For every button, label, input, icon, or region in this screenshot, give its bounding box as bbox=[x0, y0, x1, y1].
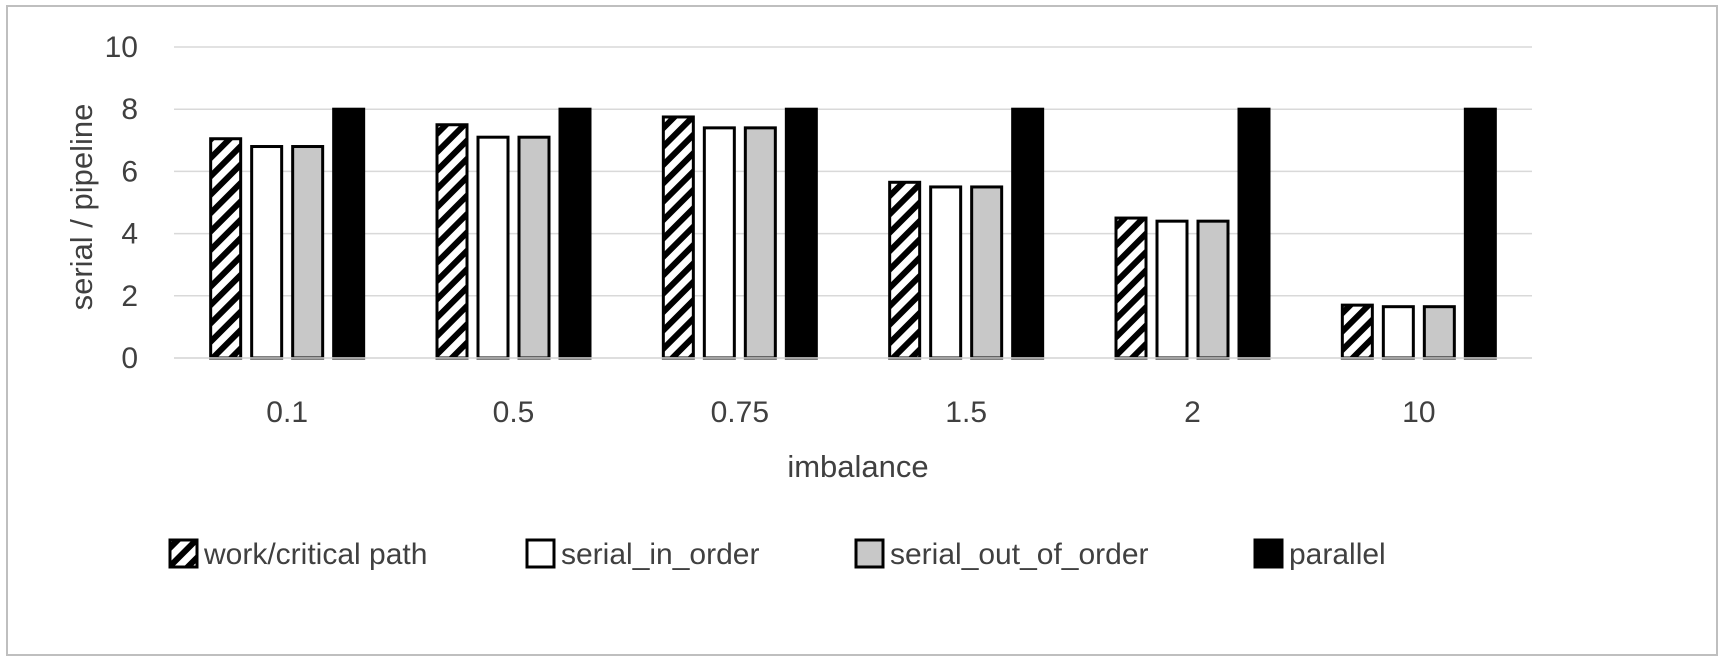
bar-serial-out-of-order bbox=[291, 145, 325, 360]
legend-label: serial_in_order bbox=[561, 538, 759, 571]
bar-serial-in-order bbox=[702, 126, 736, 360]
bar-serial-in-order bbox=[1381, 305, 1415, 360]
x-tick-label: 2 bbox=[1184, 396, 1201, 429]
bar-serial-in-order bbox=[476, 135, 510, 360]
x-tick-label: 0.5 bbox=[493, 396, 535, 429]
bar-work-critical-path bbox=[209, 137, 243, 360]
y-axis-ticks: 0 2 4 6 8 10 bbox=[105, 31, 138, 375]
bar-parallel bbox=[1463, 107, 1497, 360]
y-tick-label: 4 bbox=[121, 218, 138, 251]
y-axis-title: serial / pipeline bbox=[64, 104, 99, 311]
bar-serial-in-order bbox=[1155, 219, 1189, 360]
chart-frame: 0 2 4 6 8 10 0.1 0.5 0.75 1.5 2 10 imbalance seria… bbox=[6, 5, 1718, 656]
legend-label: work/critical path bbox=[203, 538, 427, 571]
y-tick-label: 8 bbox=[121, 93, 138, 126]
legend-label: parallel bbox=[1289, 538, 1386, 571]
y-tick-label: 10 bbox=[105, 31, 138, 64]
bar-parallel bbox=[784, 107, 818, 360]
bar-serial-out-of-order bbox=[970, 185, 1004, 360]
bar-parallel bbox=[332, 107, 366, 360]
bar-serial-out-of-order bbox=[517, 135, 551, 360]
legend-swatch bbox=[525, 538, 556, 569]
y-tick-label: 0 bbox=[121, 342, 138, 375]
bars bbox=[174, 107, 1532, 360]
x-tick-label: 1.5 bbox=[945, 396, 987, 429]
bar-serial-out-of-order bbox=[1196, 219, 1230, 360]
x-tick-label: 10 bbox=[1402, 396, 1435, 429]
bar-serial-in-order bbox=[929, 185, 963, 360]
bar-parallel bbox=[1011, 107, 1045, 360]
bar-work-critical-path bbox=[888, 180, 922, 360]
x-tick-label: 0.75 bbox=[711, 396, 769, 429]
x-axis-title: imbalance bbox=[787, 449, 928, 484]
legend-swatch bbox=[1253, 538, 1284, 569]
legend: work/critical path serial_in_order serial_… bbox=[168, 538, 1386, 571]
bar-parallel bbox=[558, 107, 592, 360]
y-tick-label: 2 bbox=[121, 280, 138, 313]
bar-work-critical-path bbox=[435, 123, 469, 360]
legend-swatch bbox=[168, 538, 199, 569]
bar-chart: 0 2 4 6 8 10 0.1 0.5 0.75 1.5 2 10 imbalance seria… bbox=[64, 31, 1532, 571]
y-tick-label: 6 bbox=[121, 155, 138, 188]
x-tick-label: 0.1 bbox=[266, 396, 308, 429]
bar-work-critical-path bbox=[1340, 303, 1374, 360]
bar-work-critical-path bbox=[1114, 216, 1148, 360]
legend-label: serial_out_of_order bbox=[890, 538, 1149, 571]
bar-serial-out-of-order bbox=[1422, 305, 1456, 360]
bar-serial-in-order bbox=[250, 145, 284, 360]
bar-work-critical-path bbox=[661, 115, 695, 360]
bar-serial-out-of-order bbox=[743, 126, 777, 360]
legend-swatch bbox=[854, 538, 885, 569]
gridlines bbox=[174, 46, 1532, 359]
bar-parallel bbox=[1237, 107, 1271, 360]
x-axis-ticks: 0.1 0.5 0.75 1.5 2 10 bbox=[266, 396, 1435, 429]
